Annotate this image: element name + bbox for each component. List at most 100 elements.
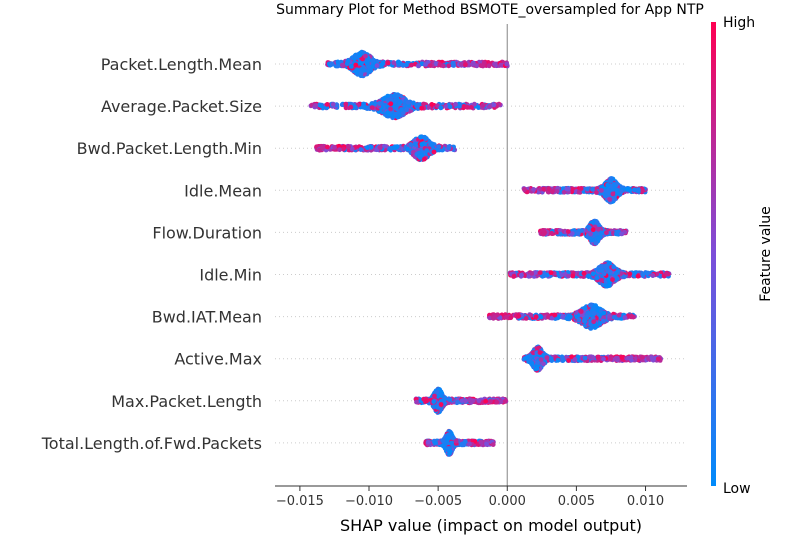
shap-point bbox=[588, 302, 593, 308]
shap-point bbox=[446, 145, 452, 151]
shap-point bbox=[492, 315, 498, 320]
shap-point bbox=[388, 106, 393, 112]
shap-point bbox=[570, 273, 576, 279]
shap-point bbox=[614, 230, 620, 235]
shap-point bbox=[405, 146, 410, 152]
shap-point bbox=[394, 106, 400, 112]
shap-point bbox=[392, 145, 397, 151]
shap-point bbox=[610, 277, 615, 282]
feature-swarm bbox=[325, 49, 510, 79]
shap-point bbox=[610, 191, 616, 197]
shap-point bbox=[550, 189, 555, 195]
shap-point bbox=[605, 182, 611, 188]
shap-point bbox=[645, 270, 651, 276]
feature-swarm bbox=[308, 92, 503, 121]
shap-point bbox=[629, 313, 634, 319]
shap-point bbox=[504, 61, 510, 67]
shap-point bbox=[498, 62, 504, 68]
shap-point bbox=[594, 275, 600, 281]
shap-point bbox=[602, 193, 608, 199]
shap-point bbox=[429, 141, 435, 147]
shap-point bbox=[595, 236, 601, 242]
shap-point bbox=[599, 188, 604, 193]
shap-point bbox=[575, 231, 581, 237]
shap-point bbox=[594, 220, 600, 226]
shap-point bbox=[576, 189, 582, 195]
shap-point bbox=[541, 231, 547, 237]
shap-point bbox=[590, 271, 596, 277]
shap-point bbox=[607, 313, 612, 319]
shap-point bbox=[423, 136, 429, 141]
shap-point bbox=[569, 231, 575, 236]
shap-point bbox=[411, 100, 416, 106]
shap-point bbox=[399, 107, 404, 112]
shap-point bbox=[368, 67, 374, 73]
shap-point bbox=[330, 102, 336, 107]
shap-point bbox=[611, 314, 617, 320]
shap-point bbox=[621, 274, 627, 280]
shap-point bbox=[614, 188, 620, 193]
shap-point bbox=[616, 312, 622, 318]
shap-point bbox=[324, 102, 330, 107]
shap-point bbox=[360, 104, 366, 110]
shap-point bbox=[456, 103, 462, 109]
shap-point bbox=[364, 145, 370, 151]
shap-point bbox=[552, 312, 558, 318]
shap-point bbox=[431, 149, 437, 155]
shap-point bbox=[354, 70, 359, 75]
shap-point bbox=[599, 230, 604, 236]
shap-point bbox=[508, 315, 514, 321]
shap-point bbox=[541, 186, 547, 192]
shap-point bbox=[588, 236, 594, 242]
shap-point bbox=[619, 231, 624, 237]
shap-point bbox=[542, 273, 547, 279]
shap-point bbox=[522, 187, 527, 192]
shap-point bbox=[523, 316, 529, 321]
shap-point bbox=[417, 154, 423, 160]
shap-point bbox=[362, 71, 367, 77]
shap-point bbox=[335, 63, 341, 68]
shap-point bbox=[441, 63, 446, 69]
shap-point bbox=[601, 310, 607, 316]
shap-point bbox=[540, 228, 546, 233]
feature-swarm bbox=[314, 134, 458, 163]
feature-swarm bbox=[521, 344, 664, 373]
shap-point bbox=[587, 310, 593, 316]
shap-point bbox=[421, 156, 427, 162]
shap-point bbox=[438, 105, 444, 111]
shap-point bbox=[361, 67, 367, 73]
shap-point bbox=[463, 62, 468, 67]
shap-point bbox=[393, 111, 398, 117]
shap-point bbox=[415, 106, 421, 111]
shap-point bbox=[533, 314, 539, 320]
shap-point bbox=[613, 271, 619, 276]
shap-point bbox=[400, 63, 406, 68]
shap-point bbox=[385, 60, 391, 66]
shap-point bbox=[480, 63, 486, 69]
shap-point bbox=[416, 63, 421, 69]
shap-point bbox=[554, 188, 560, 194]
shap-point bbox=[348, 104, 354, 110]
feature-swarm bbox=[538, 218, 629, 247]
shap-point bbox=[405, 100, 411, 105]
shap-point bbox=[385, 110, 390, 116]
shap-point bbox=[486, 63, 492, 69]
shap-point bbox=[388, 101, 394, 107]
shap-point bbox=[408, 142, 414, 147]
shap-point bbox=[419, 141, 425, 147]
shap-point bbox=[381, 96, 387, 102]
shap-point bbox=[446, 63, 452, 69]
shap-point bbox=[470, 62, 476, 67]
shap-point bbox=[453, 101, 458, 107]
shap-point bbox=[593, 240, 599, 246]
shap-point bbox=[377, 145, 383, 151]
shap-point bbox=[370, 58, 376, 63]
beeswarm-points bbox=[308, 49, 672, 457]
shap-point bbox=[358, 147, 364, 153]
shap-point bbox=[586, 273, 592, 279]
shap-point bbox=[353, 54, 358, 59]
shap-point bbox=[424, 148, 430, 154]
shap-point bbox=[340, 62, 345, 68]
shap-point bbox=[632, 187, 637, 193]
shap-point bbox=[557, 228, 563, 233]
